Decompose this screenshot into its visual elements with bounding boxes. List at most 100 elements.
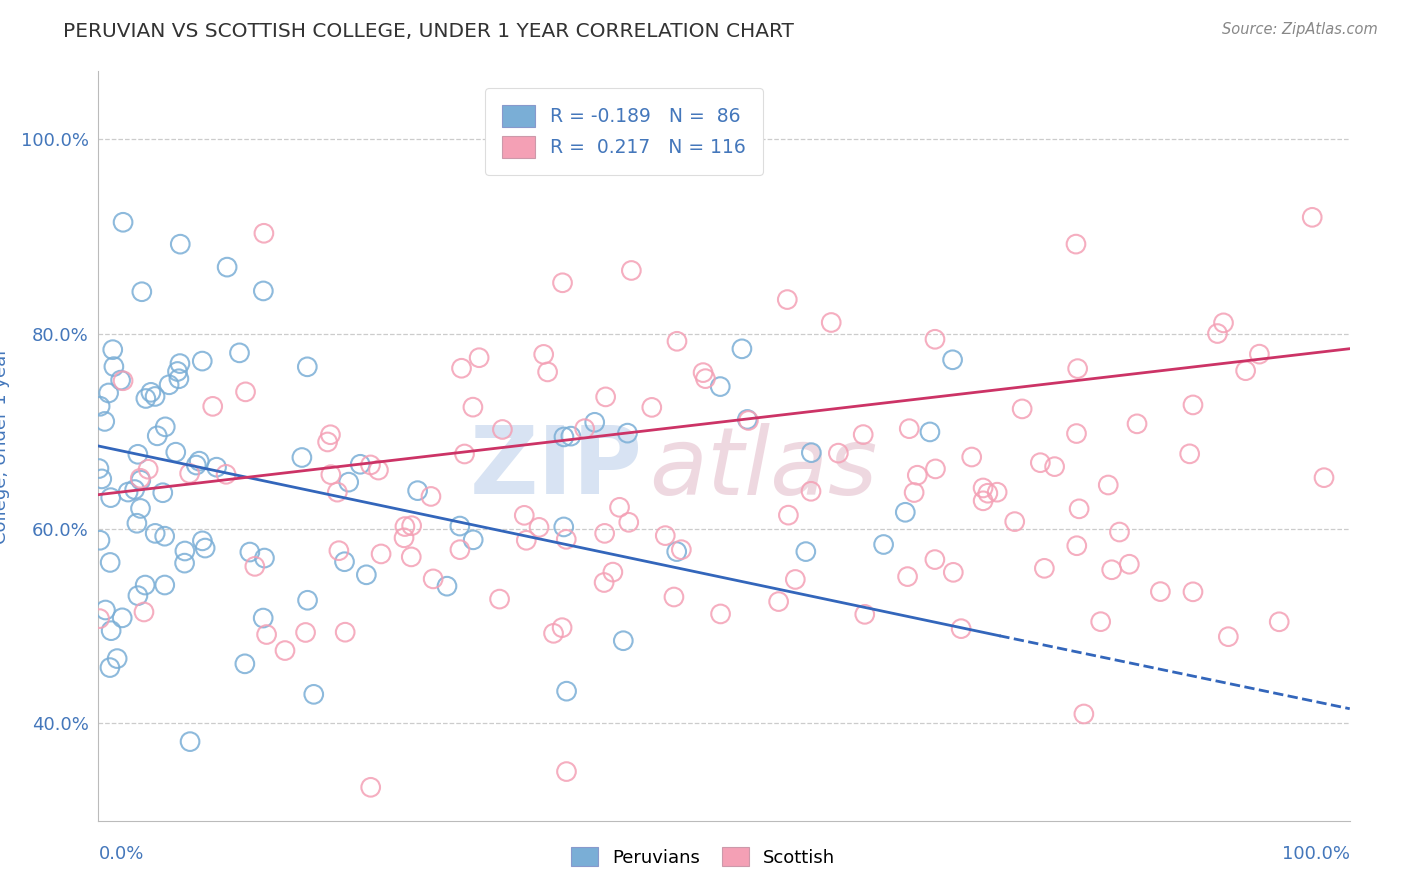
Point (820, 316, 842, 330)
Point (641, 401, 664, 415)
Point (94, 603, 117, 617)
Point (153, 529, 176, 543)
Point (401, 518, 423, 533)
Point (105, 651, 128, 665)
Point (533, 347, 555, 361)
Point (93, 414, 115, 428)
Point (903, 485, 925, 500)
Point (468, 351, 491, 365)
Text: PERUVIAN VS SCOTTISH COLLEGE, UNDER 1 YEAR CORRELATION CHART: PERUVIAN VS SCOTTISH COLLEGE, UNDER 1 YE… (63, 22, 794, 41)
Point (143, 389, 166, 403)
Point (853, 607, 876, 622)
Point (1313, 471, 1336, 485)
Point (253, 227, 276, 241)
Point (191, 354, 214, 368)
Point (491, 422, 513, 436)
Point (302, 687, 325, 701)
Point (960, 450, 983, 464)
Point (1066, 539, 1088, 553)
Point (1212, 316, 1234, 330)
Point (551, 276, 574, 290)
Point (905, 468, 928, 483)
Point (406, 483, 429, 498)
Point (360, 458, 382, 472)
Point (1043, 459, 1066, 474)
Point (436, 579, 458, 593)
Point (136, 462, 159, 476)
Point (186, 458, 208, 472)
Point (1149, 584, 1171, 599)
Point (103, 359, 125, 374)
Point (942, 566, 965, 580)
Point (169, 237, 191, 252)
Point (872, 537, 894, 551)
Point (768, 594, 790, 608)
Point (165, 445, 187, 459)
Point (201, 400, 224, 414)
Point (98, 660, 121, 674)
Point (297, 593, 319, 607)
Point (449, 542, 471, 557)
Point (1206, 326, 1229, 341)
Point (112, 374, 135, 388)
Point (1181, 398, 1204, 412)
Point (595, 390, 617, 404)
Point (1066, 361, 1088, 376)
Point (924, 552, 946, 566)
Point (794, 544, 817, 558)
Point (1249, 347, 1271, 361)
Point (394, 519, 416, 533)
Point (127, 447, 149, 461)
Point (894, 505, 917, 519)
Point (294, 625, 316, 640)
Point (179, 467, 201, 481)
Point (463, 533, 485, 547)
Point (543, 626, 565, 640)
Point (852, 427, 875, 442)
Point (194, 541, 217, 555)
Point (1118, 558, 1140, 572)
Point (157, 377, 180, 392)
Point (89, 399, 111, 413)
Point (215, 467, 238, 482)
Point (560, 429, 582, 443)
Point (1064, 237, 1087, 252)
Point (555, 533, 578, 547)
Point (1066, 426, 1088, 441)
Point (167, 372, 190, 386)
Point (370, 547, 392, 561)
Point (274, 643, 297, 657)
Point (896, 569, 918, 583)
Point (785, 573, 807, 587)
Point (731, 342, 754, 356)
Point (328, 543, 350, 558)
Point (665, 544, 688, 558)
Point (129, 473, 152, 487)
Text: 100.0%: 100.0% (1282, 845, 1350, 863)
Point (612, 633, 634, 648)
Point (132, 605, 155, 619)
Point (205, 460, 228, 475)
Point (89, 612, 111, 626)
Point (239, 545, 262, 559)
Point (461, 400, 484, 414)
Point (335, 625, 357, 640)
Point (662, 590, 685, 604)
Point (1126, 417, 1149, 431)
Point (488, 592, 510, 607)
Point (515, 533, 537, 548)
Point (124, 483, 146, 497)
Point (924, 462, 946, 476)
Point (709, 379, 731, 393)
Point (555, 764, 578, 779)
Point (778, 508, 800, 523)
Point (173, 556, 195, 570)
Point (1178, 447, 1201, 461)
Point (527, 520, 550, 534)
Point (827, 446, 849, 460)
Point (87, 461, 110, 475)
Point (617, 516, 640, 530)
Point (291, 450, 314, 465)
Point (112, 215, 135, 229)
Point (1181, 584, 1204, 599)
